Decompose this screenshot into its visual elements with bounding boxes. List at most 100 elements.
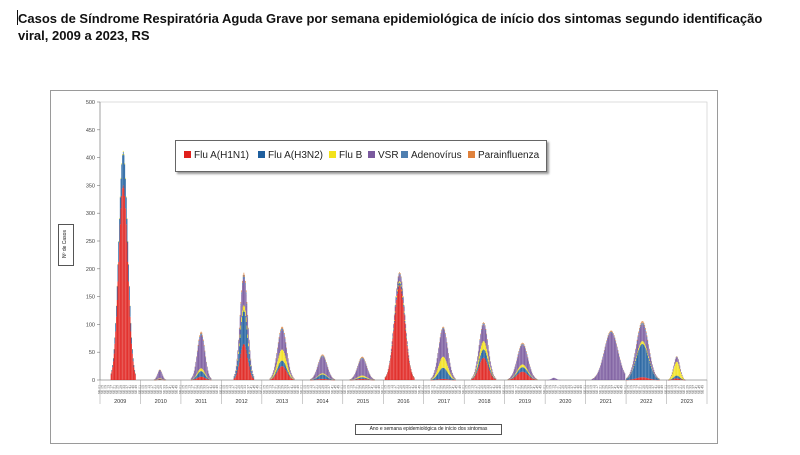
bar-2015-w22-flu-a-h1n1- (358, 379, 360, 380)
bar-2018-w32-parainfluenza (487, 344, 489, 346)
bar-2014-w30-flu-a-h3n2- (324, 375, 326, 380)
bar-2014-w25-flu-b (320, 373, 322, 375)
bar-2016-w16-flu-a-h1n1- (394, 314, 396, 380)
bar-2012-w36-flu-b (248, 343, 249, 347)
bar-2018-w15-flu-a-h1n1- (474, 375, 476, 380)
bar-2013-w36-vsr (288, 363, 290, 371)
bar-2012-w26-flu-a-h3n2- (240, 329, 242, 354)
bar-2017-w13-vsr (432, 375, 434, 378)
bar-2014-w41-vsr (332, 378, 334, 380)
bar-2014-w28-vsr (322, 356, 324, 374)
bar-2019-w19-flu-a-h3n2- (518, 370, 520, 374)
bar-2023-w17-flu-a-h1n1- (678, 378, 680, 380)
bar-2019-w36-flu-b (531, 376, 533, 378)
bar-2009-w21-flu-a-h1n1- (115, 331, 116, 380)
bar-2012-w24-vsr (238, 329, 240, 344)
bar-2020-w16-vsr (556, 379, 558, 380)
week-tick-label: SE 17 (393, 385, 397, 394)
week-tick-label: SE 25 (399, 385, 403, 394)
bar-2016-w28-parainfluenza (403, 305, 405, 307)
bar-2017-w26-flu-b (442, 356, 444, 368)
bar-2015-w20-flu-a-h1n1- (357, 379, 358, 380)
bar-2017-w21-flu-a-h1n1- (439, 379, 440, 380)
bar-2018-w35-flu-a-h1n1- (490, 372, 491, 380)
bar-2018-w39-vsr (493, 374, 494, 377)
year-label: 2019 (519, 399, 531, 405)
bar-2013-w18-vsr (274, 363, 276, 371)
bar-2017-w32-flu-a-h1n1- (447, 379, 449, 380)
bar-2017-w20-parainfluenza (438, 347, 439, 349)
bar-2013-w25-parainfluenza (280, 329, 281, 332)
week-tick-label: SE 13 (390, 385, 394, 394)
bar-2019-w22-flu-a-h1n1- (520, 371, 522, 380)
bar-2018-w25-adenov-rus (482, 324, 484, 326)
bar-2016-w17-flu-a-h1n1- (395, 306, 397, 380)
bar-2011-w33-flu-a-h3n2- (205, 375, 207, 379)
bar-2016-w34-flu-a-h3n2- (408, 357, 410, 359)
week-tick-label: SE 49 (498, 385, 502, 394)
bar-2016-w19-parainfluenza (397, 281, 398, 283)
bar-2017-w22-vsr (439, 339, 441, 362)
bar-2023-w20-flu-a-h1n1- (681, 379, 682, 380)
bar-2015-w28-flu-a-h3n2- (363, 377, 365, 379)
bar-2021-w44-adenov-rus (618, 353, 620, 355)
bar-2012-w38-vsr (249, 351, 251, 360)
bar-2023-w19-flu-a-h1n1- (680, 379, 681, 380)
bar-2018-w35-flu-a-h3n2- (490, 370, 491, 373)
bar-2017-w19-adenov-rus (437, 353, 439, 355)
bar-2022-w28-flu-a-h3n2- (646, 352, 648, 378)
week-tick-label: SE 01 (623, 385, 627, 394)
week-tick-label: SE 29 (240, 385, 244, 394)
legend-label: Flu A(H1N1) (194, 150, 250, 161)
bar-2018-w29-flu-a-h3n2- (485, 353, 487, 361)
week-tick-label: SE 49 (579, 385, 583, 394)
bar-2012-w38-flu-b (249, 359, 251, 361)
bar-2011-w25-adenov-rus (199, 336, 200, 339)
bar-2014-w22-vsr (318, 363, 320, 376)
bar-2018-w31-flu-b (487, 352, 488, 359)
bar-2019-w29-vsr (526, 352, 527, 368)
bar-2013-w14-vsr (271, 375, 273, 378)
week-tick-label: SE 33 (688, 385, 692, 394)
bar-2015-w21-adenov-rus (358, 364, 359, 366)
bar-2023-w13-flu-a-h1n1- (675, 378, 677, 380)
week-tick-label: SE 29 (362, 385, 366, 394)
bar-2009-w18-flu-a-h3n2- (112, 358, 114, 362)
bar-2017-w23-parainfluenza (440, 332, 442, 334)
week-tick-label: SE 45 (455, 385, 459, 394)
bar-2012-w27-adenov-rus (241, 292, 242, 295)
bar-2019-w28-flu-b (525, 366, 526, 370)
bar-2019-w12-flu-b (513, 376, 514, 378)
bar-2022-w14-adenov-rus (635, 345, 637, 347)
bar-2018-w10-flu-a-h1n1- (471, 379, 472, 380)
bar-2018-w20-flu-b (478, 356, 480, 362)
bar-2012-w43-flu-a-h1n1- (253, 378, 255, 380)
week-tick-label: SE 13 (511, 385, 515, 394)
bar-2014-w30-adenov-rus (324, 358, 326, 360)
week-tick-label: SE 09 (387, 385, 391, 394)
bar-2014-w32-parainfluenza (326, 361, 327, 363)
bar-2020-w17-vsr (557, 379, 559, 380)
bar-2018-w26-flu-a-h1n1- (483, 357, 484, 380)
bar-2017-w39-flu-a-h3n2- (452, 378, 454, 380)
bar-2013-w31-flu-a-h3n2- (284, 364, 286, 369)
bar-2023-w8-flu-a-h3n2- (671, 378, 673, 380)
week-tick-label: SE 41 (694, 385, 698, 394)
week-tick-label: SE 21 (275, 385, 279, 394)
bar-2016-w15-flu-b (393, 319, 395, 321)
bar-2019-w9-flu-a-h1n1- (510, 379, 512, 380)
bar-2016-w3-flu-a-h1n1- (384, 377, 386, 380)
bar-2022-w23-vsr (642, 324, 644, 342)
bar-2011-w21-parainfluenza (196, 356, 197, 358)
bar-2017-w30-vsr (445, 339, 447, 362)
bar-2013-w11-vsr (269, 378, 271, 380)
bar-2015-w30-flu-b (364, 376, 366, 378)
week-tick-label: SE 29 (442, 385, 446, 394)
bar-2018-w28-flu-a-h1n1- (484, 358, 486, 380)
bar-2015-w14-vsr (352, 377, 354, 380)
bar-2011-w29-vsr (202, 338, 203, 370)
bar-2016-w22-flu-a-h3n2- (399, 282, 400, 286)
bar-2018-w18-flu-a-h1n1- (477, 370, 478, 380)
bar-2013-w37-vsr (289, 367, 291, 373)
bar-2022-w23-flu-a-h3n2- (642, 344, 644, 378)
